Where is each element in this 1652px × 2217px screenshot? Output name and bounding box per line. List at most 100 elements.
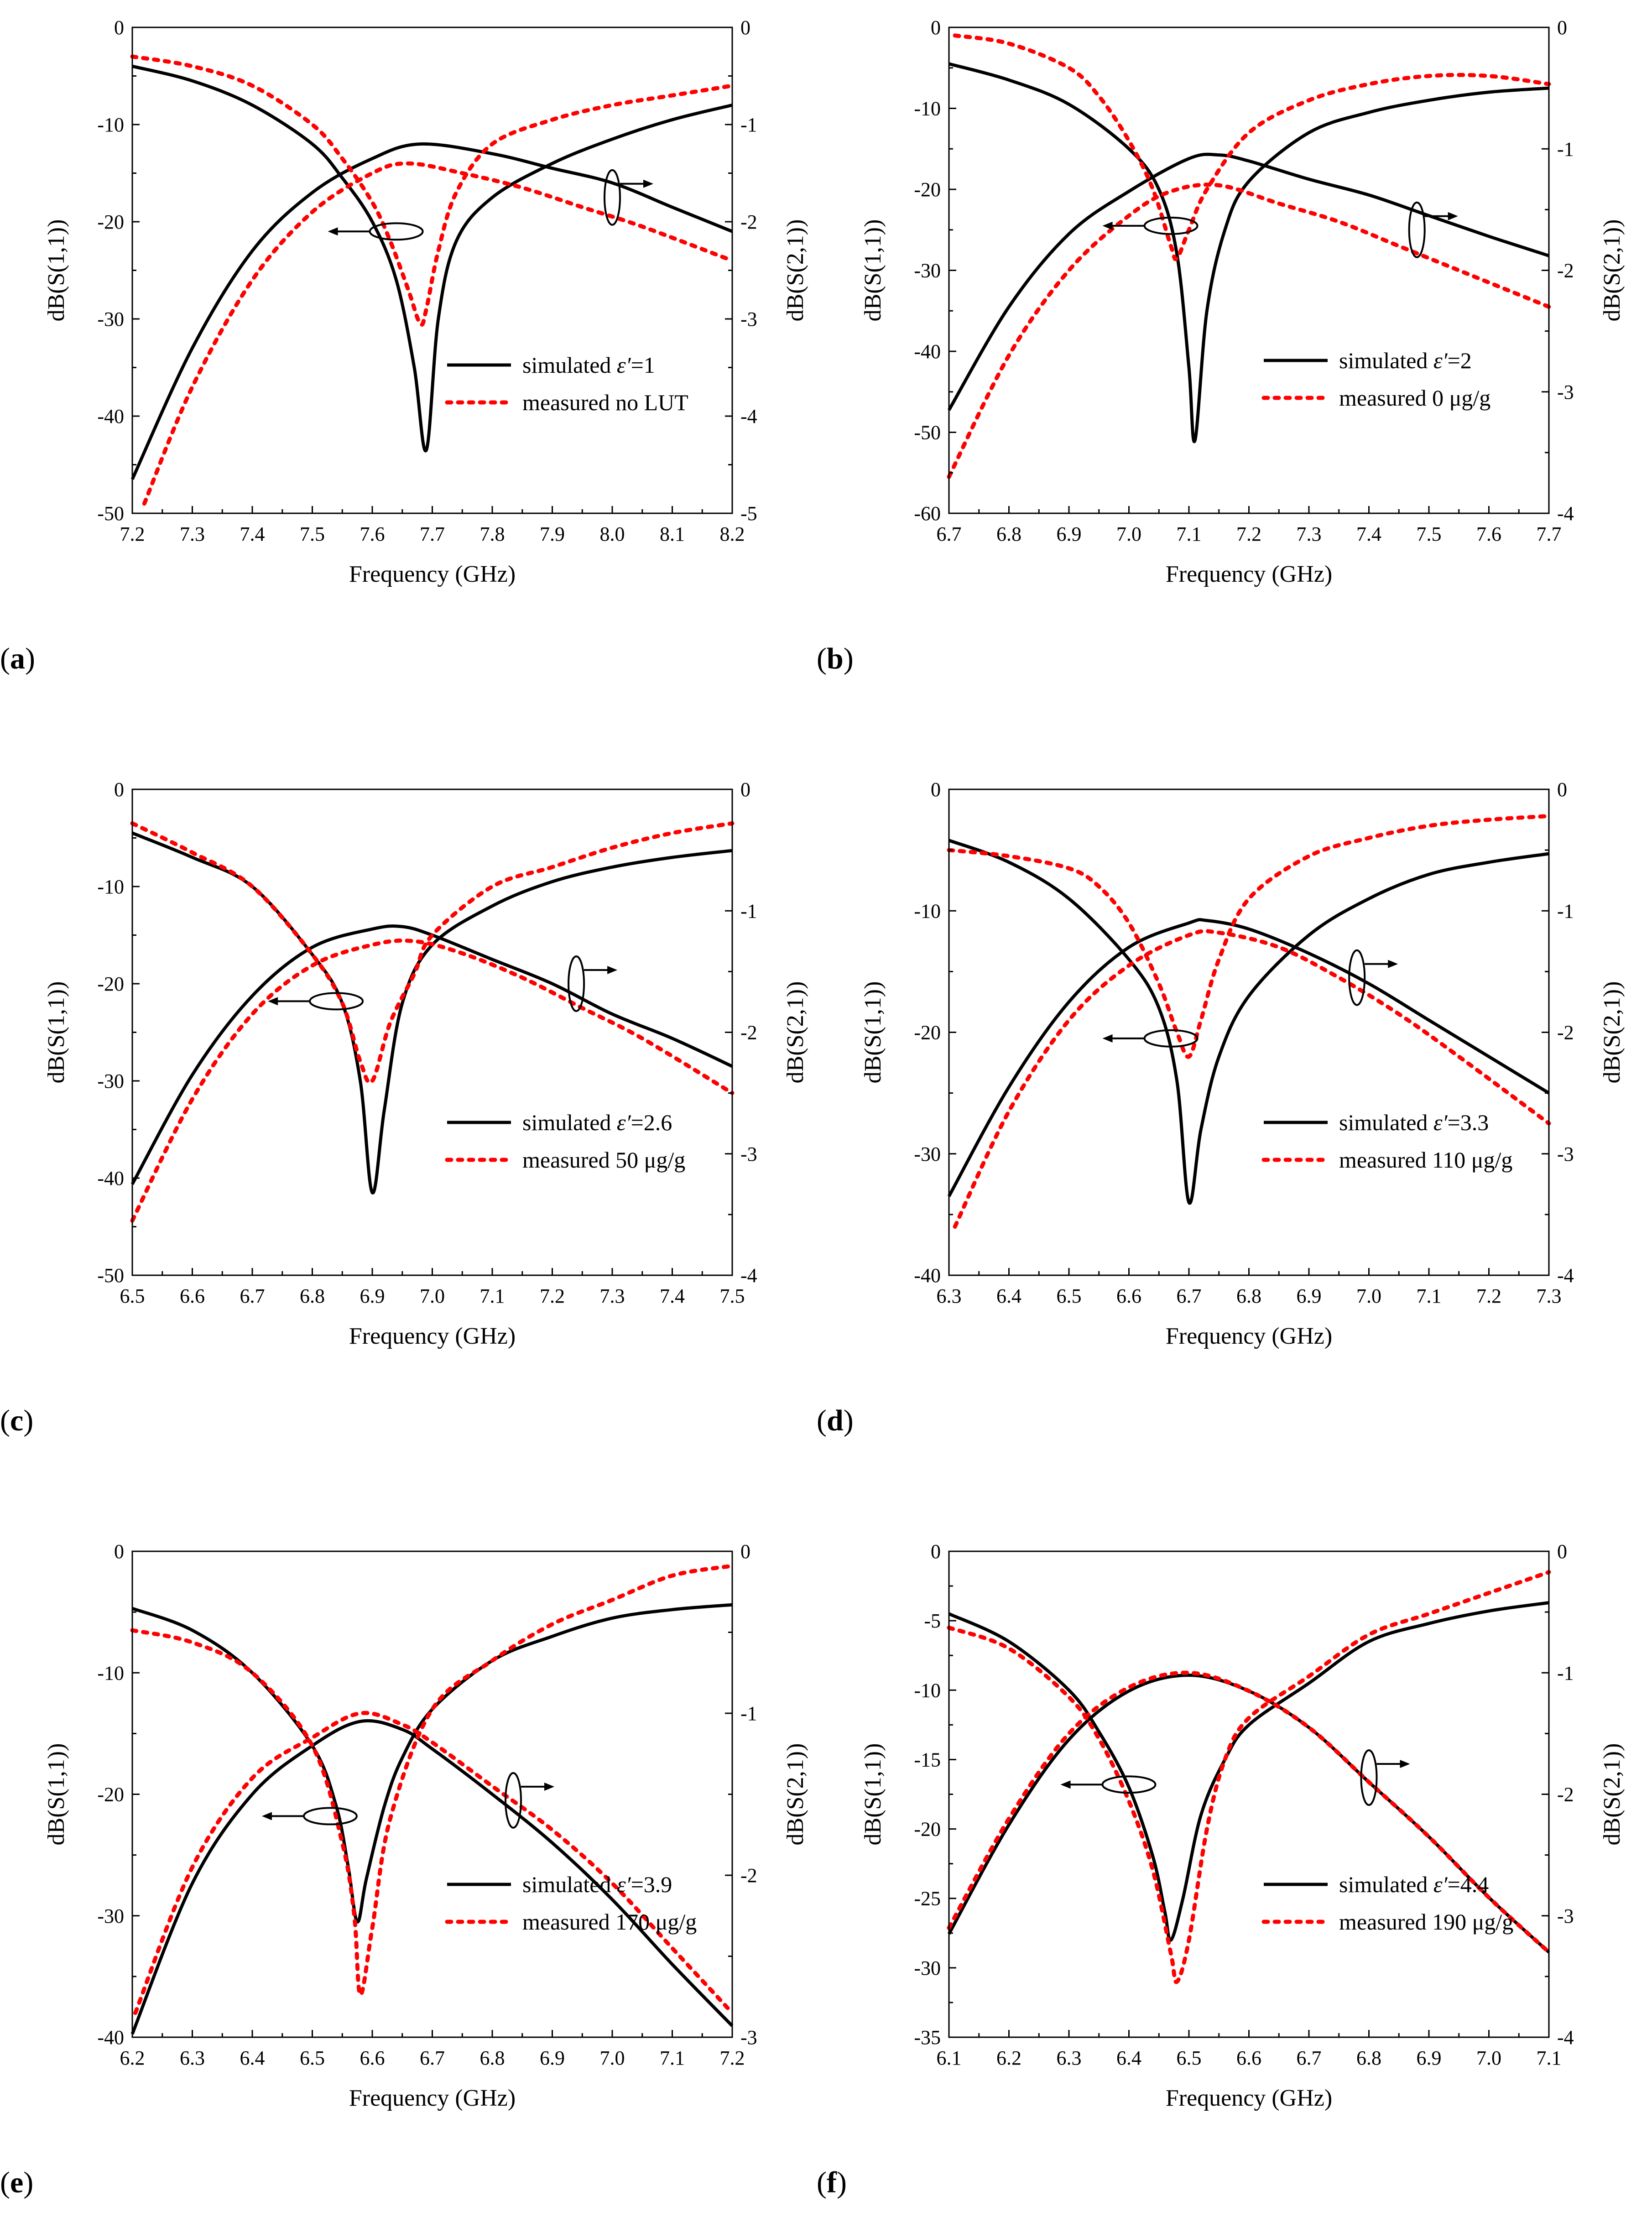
x-tick-label: 6.3: [1057, 2047, 1082, 2069]
y-tick-label: -20: [914, 1818, 941, 1841]
annotation-arrow-head: [1102, 1034, 1113, 1043]
annotation-arrow-head: [1060, 1780, 1071, 1789]
x-tick-label: 7.0: [1356, 1285, 1381, 1307]
series-line-simulated-s11: [948, 1601, 1549, 1942]
chart-panel-c: 6.5 6.6 6.7 6.8 6.9 7.0 7.1 7.2 7.3 7.4 7.50-10-20…: [0, 778, 808, 1437]
panel-label: (d): [817, 1404, 854, 1437]
x-tick-label: 6.9: [1417, 2047, 1442, 2069]
series-line-simulated-s11: [948, 839, 1549, 1205]
x-tick-label: 6.8: [1356, 2047, 1381, 2069]
x-tick-label: 8.1: [660, 523, 685, 545]
y-tick-label: -60: [914, 502, 941, 525]
legend-label-simulated: simulated ε′=1: [522, 352, 655, 378]
x-tick-label: 7.0: [1476, 2047, 1501, 2069]
y-tick-label: -20: [914, 178, 941, 201]
legend: simulated ε′=2 measured 0 μg/g: [1261, 348, 1490, 411]
annotation-arrow-right: [1360, 1749, 1410, 1806]
y2-tick-label: -2: [1557, 1022, 1574, 1044]
x-tick-label: 7.1: [660, 2047, 685, 2069]
y-tick-label: -50: [97, 502, 124, 525]
x-tick-label: 6.6: [180, 1285, 205, 1307]
y-tick-label: 0: [114, 1540, 124, 1563]
x-tick-label: 6.3: [180, 2047, 205, 2069]
annotation-ellipse: [302, 1807, 358, 1826]
x-tick-label: 6.8: [1236, 1285, 1261, 1307]
annotation-ellipse: [604, 169, 621, 226]
x-tick-label: 7.5: [720, 1285, 745, 1307]
y-axis-title: dB(S(1,1)): [860, 981, 886, 1084]
y2-tick-label: -4: [1557, 1264, 1574, 1287]
series-line-simulated-s21: [130, 142, 733, 480]
y-tick-label: 0: [931, 16, 941, 39]
y-tick-label: -30: [97, 308, 124, 330]
x-tick-label: 6.5: [120, 1285, 145, 1307]
x-tick-label: 6.7: [1297, 2047, 1322, 2069]
annotation-arrow-right: [1408, 201, 1458, 258]
y-tick-label: -30: [97, 1070, 124, 1092]
y-tick-label: -40: [97, 1167, 124, 1189]
y-axis-title: dB(S(1,1)): [43, 219, 69, 322]
x-tick-label: 7.3: [600, 1285, 625, 1307]
x-axis-title: Frequency (GHz): [1166, 561, 1332, 587]
legend-label-simulated: simulated ε′=3.9: [522, 1872, 672, 1897]
series-line-measured-s21: [953, 929, 1551, 1229]
annotation-arrow-head: [261, 1812, 272, 1821]
y-tick-label: -10: [97, 876, 124, 898]
x-tick-label: 6.4: [996, 1285, 1021, 1307]
y2-tick-label: 0: [740, 778, 750, 801]
chart-panel-f: 6.1 6.2 6.3 6.4 6.5 6.6 6.7 6.8 6.9 7.0 7.10-5-10-…: [817, 1540, 1625, 2199]
y2-tick-label: -2: [740, 211, 757, 233]
y2-tick-label: -1: [740, 1702, 757, 1725]
y2-tick-label: 0: [1557, 778, 1567, 801]
y-tick-label: -5: [924, 1610, 941, 1632]
legend-epsilon: ε′: [1433, 1872, 1448, 1897]
panel-label: (a): [0, 642, 35, 675]
y-tick-label: -20: [97, 1784, 124, 1806]
x-tick-label: 6.2: [996, 2047, 1021, 2069]
annotation-arrow-head: [1448, 212, 1458, 220]
y2-tick-label: -3: [740, 1143, 757, 1165]
y2-tick-label: -1: [1557, 138, 1574, 160]
annotation-arrow-left: [268, 992, 364, 1011]
y2-tick-label: -4: [740, 405, 757, 428]
x-tick-label: 6.6: [1116, 1285, 1141, 1307]
legend-prefix: simulated: [522, 352, 617, 378]
legend-epsilon: ε′: [617, 352, 631, 378]
chart-panel-a: 7.2 7.3 7.4 7.5 7.6 7.7 7.8 7.9 8.0 8.1 8.20-10-20…: [0, 16, 808, 675]
series-line-measured-s11: [953, 33, 1551, 261]
annotation-arrow-left: [1060, 1775, 1157, 1794]
x-tick-label: 7.4: [240, 523, 265, 545]
legend-label-simulated: simulated ε′=4.4: [1339, 1872, 1489, 1897]
x-tick-label: 7.3: [1537, 1285, 1562, 1307]
x-tick-label: 6.9: [360, 1285, 385, 1307]
legend-label-simulated: simulated ε′=2: [1339, 348, 1472, 373]
x-tick-label: 7.8: [480, 523, 505, 545]
annotation-arrow-head: [1400, 1759, 1410, 1768]
x-tick-label: 7.9: [540, 523, 565, 545]
annotation-arrow-head: [643, 179, 653, 188]
x-tick-label: 6.4: [240, 2047, 265, 2069]
legend-prefix: simulated: [522, 1110, 617, 1135]
y2-axis-title: dB(S(2,1)): [782, 1743, 808, 1846]
x-axis-title: Frequency (GHz): [349, 1323, 516, 1349]
panel-letter: c: [10, 1404, 23, 1437]
x-tick-label: 6.5: [1177, 2047, 1202, 2069]
y-tick-label: -20: [97, 211, 124, 233]
panel-paren-open: (: [817, 2166, 827, 2199]
panel-paren-open: (: [817, 1404, 827, 1437]
annotation-arrow-left: [1102, 216, 1199, 235]
series-line-simulated-s21: [947, 918, 1550, 1197]
y-axis-title: dB(S(1,1)): [860, 219, 886, 322]
panel-paren-open: (: [0, 2166, 10, 2199]
legend-label-measured: measured 190 μg/g: [1339, 1909, 1513, 1935]
legend-epsilon: ε′: [617, 1872, 631, 1897]
y2-tick-label: 0: [740, 16, 750, 39]
chart-panel-d: 6.3 6.4 6.5 6.6 6.7 6.8 6.9 7.0 7.1 7.2 7.30-10-20…: [817, 778, 1625, 1437]
y2-tick-label: -2: [740, 1864, 757, 1887]
legend-value: =2.6: [631, 1110, 672, 1135]
legend-label-measured: measured 0 μg/g: [1339, 385, 1490, 411]
annotation-arrow-head: [1102, 221, 1113, 230]
y2-tick-label: -4: [740, 1264, 757, 1287]
y2-tick-label: -1: [740, 900, 757, 922]
legend-epsilon: ε′: [617, 1110, 631, 1135]
